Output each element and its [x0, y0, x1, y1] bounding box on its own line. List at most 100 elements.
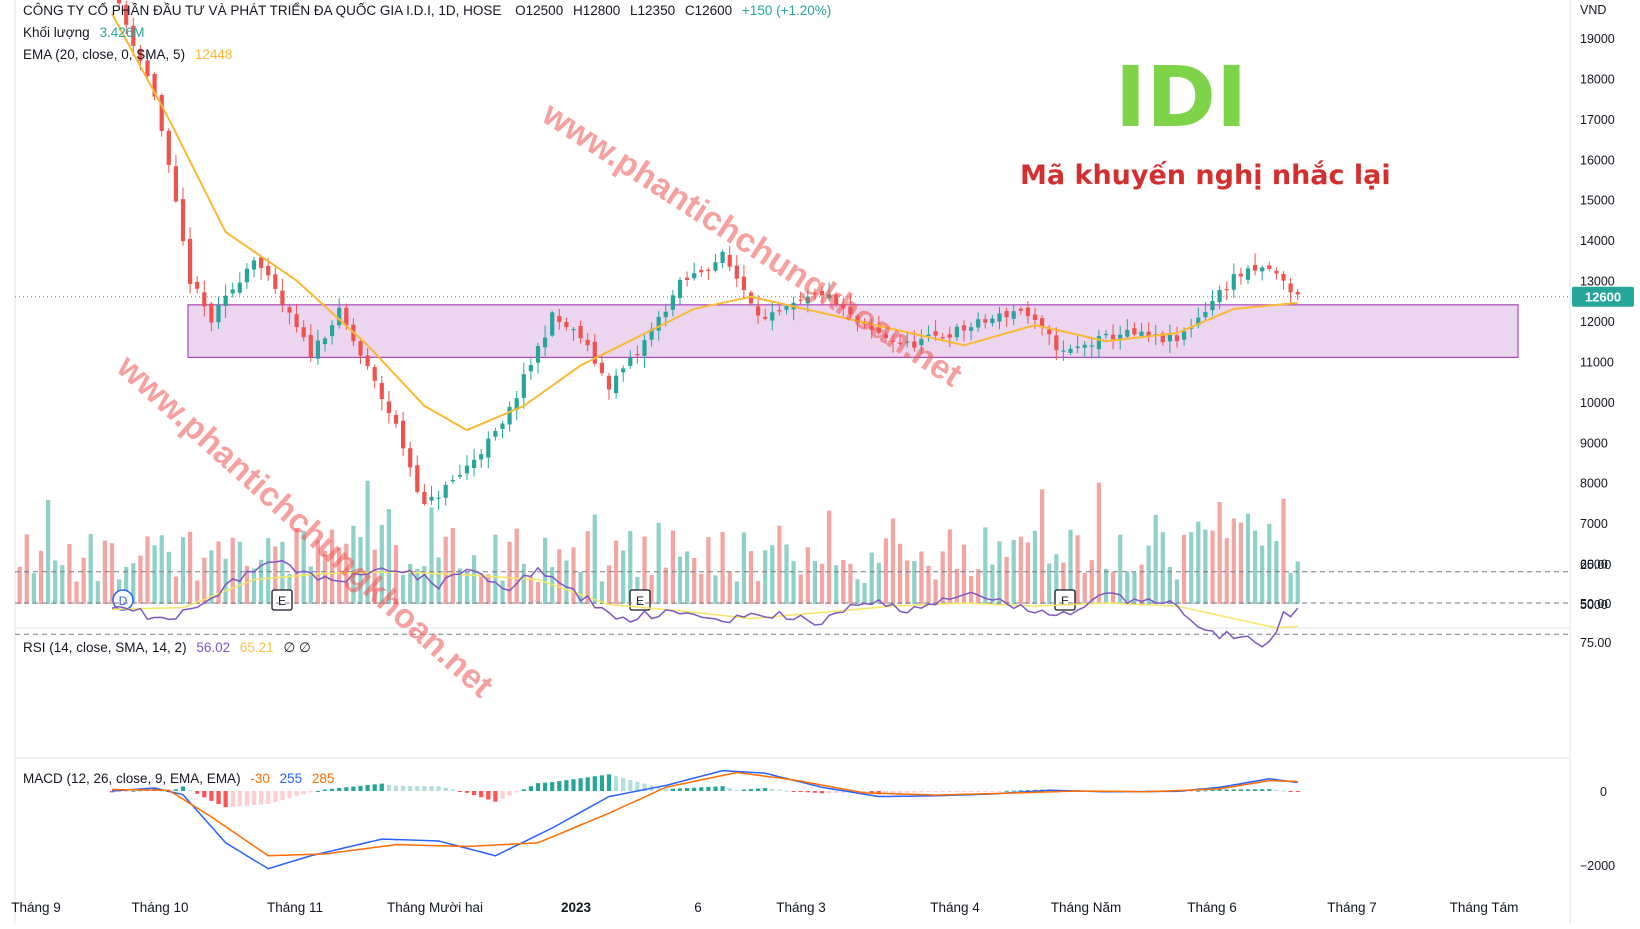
- macd-hist-bar: [358, 785, 363, 791]
- candle-body: [486, 438, 491, 458]
- candle: [514, 390, 519, 420]
- macd-hist-bar: [763, 788, 768, 791]
- candle-body: [848, 306, 853, 315]
- candle: [883, 331, 888, 344]
- macd-hist-bar: [912, 791, 917, 793]
- candle: [1025, 301, 1030, 324]
- candle-body: [727, 254, 732, 267]
- candle: [890, 334, 896, 353]
- volume-bar: [1096, 482, 1101, 604]
- macd-hist-bar: [656, 787, 661, 791]
- macd-hist-bar: [109, 791, 115, 793]
- candle-body: [663, 311, 668, 318]
- volume-bar: [230, 537, 235, 604]
- macd-hist-bar: [961, 791, 967, 792]
- candle-body: [244, 268, 249, 283]
- candle-body: [614, 375, 619, 394]
- candle: [827, 282, 832, 302]
- candle-body: [337, 307, 342, 326]
- candle: [422, 483, 427, 506]
- volume-bar: [734, 581, 739, 604]
- macd-hist-bar: [862, 791, 867, 793]
- volume-bar: [727, 571, 732, 604]
- price-tick-label: 16000: [1580, 153, 1615, 167]
- candle-body: [1231, 274, 1236, 290]
- candle-body: [1217, 289, 1222, 303]
- candle-body: [152, 73, 157, 97]
- candle: [770, 302, 775, 331]
- candle-body: [983, 319, 988, 323]
- volume-bar: [202, 557, 207, 604]
- candle: [734, 254, 739, 288]
- candle: [1288, 277, 1293, 303]
- volume-bar: [677, 556, 683, 604]
- macd-hist-bar: [628, 779, 633, 791]
- volume-bar: [862, 582, 867, 604]
- candle: [969, 322, 974, 341]
- volume-bar: [507, 541, 512, 604]
- candle: [166, 128, 171, 173]
- candle: [720, 249, 725, 269]
- candle: [677, 276, 683, 305]
- volume-bar: [1174, 579, 1180, 604]
- macd-hist-bar: [954, 791, 959, 792]
- macd-hist-bar: [592, 776, 597, 791]
- macd-label: MACD (12, 26, close, 9, EMA, EMA): [23, 771, 241, 786]
- candle-body: [1025, 307, 1030, 316]
- macd-hist-bar: [500, 791, 505, 799]
- macd-hist-bar: [159, 790, 164, 792]
- volume-bar: [479, 573, 484, 604]
- ohlc-open: O12500: [515, 3, 564, 18]
- candle-body: [1040, 318, 1045, 328]
- volume-bar: [933, 579, 938, 604]
- macd-hist-bar: [1260, 789, 1265, 791]
- candle-body: [472, 459, 477, 469]
- volume-bar: [74, 581, 79, 604]
- candle: [819, 286, 825, 306]
- macd-hist-bar: [621, 778, 626, 791]
- dividend-marker: D: [112, 589, 134, 611]
- volume-bar: [940, 551, 945, 604]
- candle: [230, 282, 235, 298]
- volume-bar: [812, 561, 817, 604]
- volume-bar: [890, 518, 896, 604]
- volume-bar: [1281, 498, 1286, 604]
- candle-body: [450, 480, 455, 482]
- macd-hist-bar: [543, 782, 548, 791]
- volume-bar: [24, 534, 29, 604]
- event-letter: E: [278, 594, 286, 608]
- candle-body: [720, 251, 725, 263]
- candle: [337, 298, 342, 329]
- volume-bar: [585, 531, 590, 604]
- candle-body: [748, 292, 754, 304]
- candle: [493, 427, 498, 441]
- volume-bar: [60, 565, 65, 604]
- candle-body: [1032, 314, 1038, 320]
- event-letter: E: [1061, 594, 1069, 608]
- price-axis-unit: VND: [1580, 3, 1606, 17]
- candle-body: [1132, 328, 1137, 335]
- candle: [145, 53, 150, 81]
- macd-hist-bar: [947, 791, 952, 792]
- candle-body: [699, 270, 704, 273]
- event-letter: D: [119, 594, 128, 608]
- candle: [365, 347, 370, 371]
- volume-bar: [706, 537, 711, 604]
- volume-bar: [1089, 560, 1094, 604]
- volume-bar: [1238, 522, 1243, 604]
- candle: [273, 267, 278, 294]
- rsi-tick-label: 75.00: [1580, 636, 1611, 650]
- volume-bar: [649, 575, 654, 604]
- candle: [1274, 267, 1279, 280]
- macd-hist-bar: [486, 791, 491, 800]
- macd-hist-bar: [599, 775, 604, 791]
- support-zone-rect: [187, 304, 1519, 358]
- time-tick-label: Tháng 10: [131, 900, 188, 915]
- volume-bar: [514, 528, 519, 604]
- candle: [919, 329, 924, 354]
- price-tick-label: 7000: [1580, 517, 1608, 531]
- candle: [1040, 314, 1045, 336]
- candle: [855, 313, 860, 332]
